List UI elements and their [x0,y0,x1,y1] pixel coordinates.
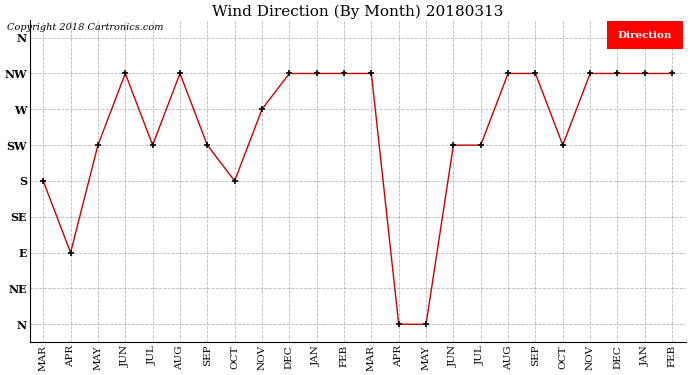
Title: Wind Direction (By Month) 20180313: Wind Direction (By Month) 20180313 [212,4,504,18]
Text: Copyright 2018 Cartronics.com: Copyright 2018 Cartronics.com [7,22,164,32]
